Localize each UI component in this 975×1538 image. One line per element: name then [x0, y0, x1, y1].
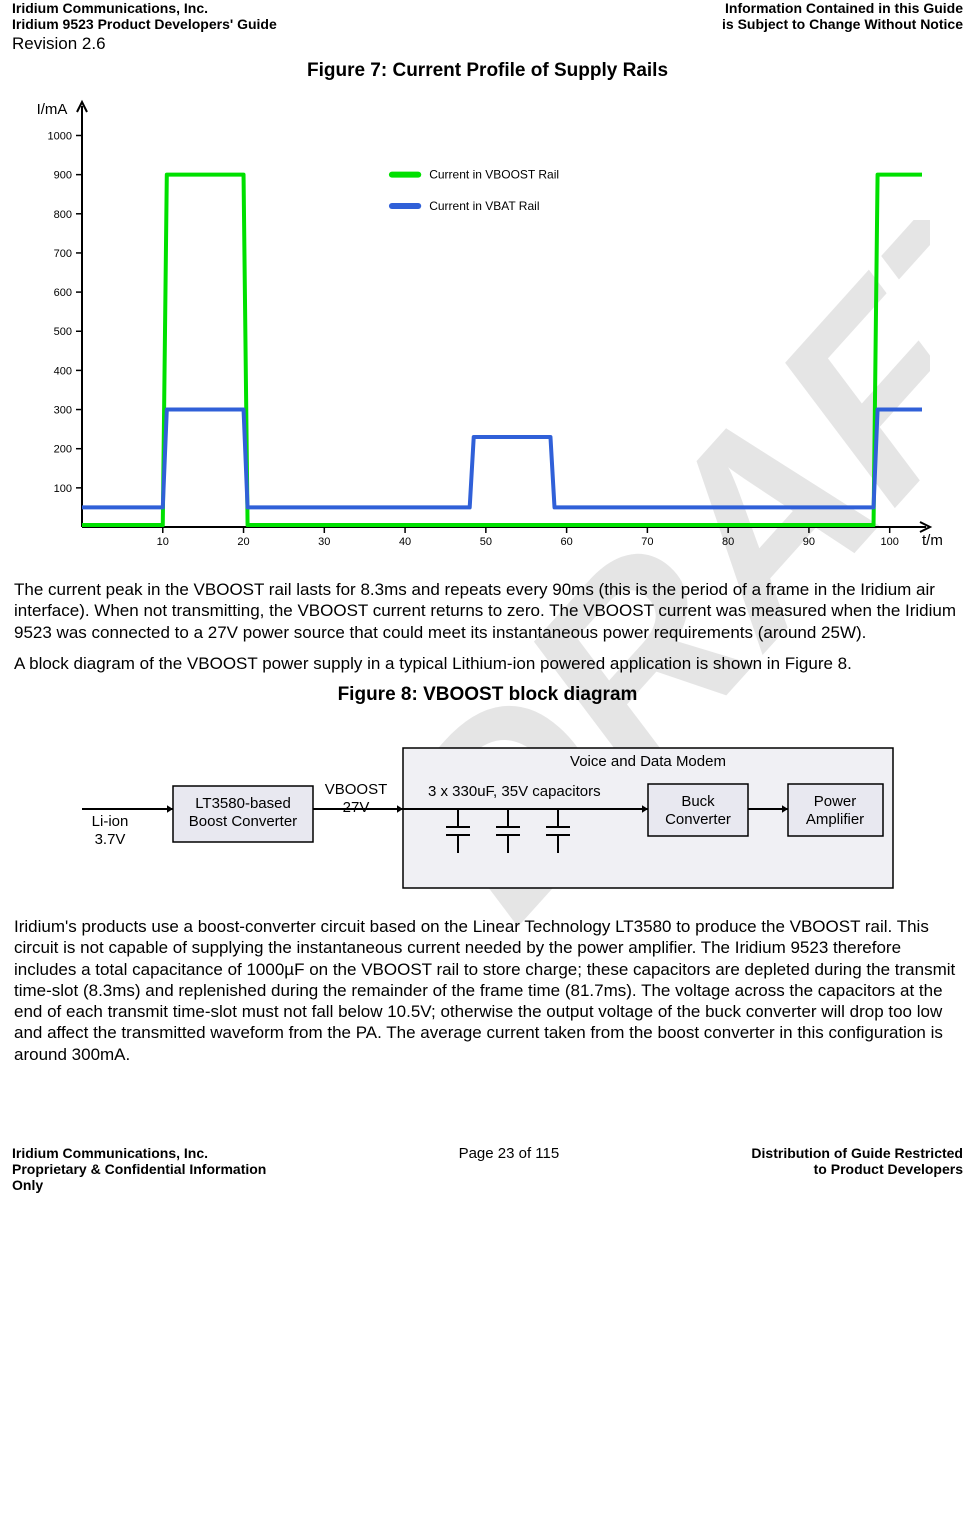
svg-text:Boost Converter: Boost Converter: [188, 813, 296, 830]
paragraph-1: The current peak in the VBOOST rail last…: [14, 579, 961, 643]
footer-dist-1: Distribution of Guide Restricted: [751, 1145, 963, 1161]
svg-text:50: 50: [480, 536, 492, 548]
svg-text:1000: 1000: [48, 130, 72, 142]
svg-text:Current in VBOOST Rail: Current in VBOOST Rail: [429, 168, 559, 182]
paragraph-3: Iridium's products use a boost-converter…: [14, 916, 961, 1065]
header-notice-1: Information Contained in this Guide: [722, 0, 963, 16]
svg-text:100: 100: [54, 483, 72, 495]
svg-text:Li-ion: Li-ion: [91, 813, 128, 830]
svg-text:10: 10: [157, 536, 169, 548]
svg-text:100: 100: [881, 536, 899, 548]
svg-text:40: 40: [399, 536, 411, 548]
figure8-title: Figure 8: VBOOST block diagram: [12, 684, 963, 706]
svg-text:Buck: Buck: [681, 793, 715, 810]
svg-text:VBOOST: VBOOST: [324, 781, 387, 798]
header-guide-title: Iridium 9523 Product Developers' Guide: [12, 16, 277, 32]
svg-text:600: 600: [54, 287, 72, 299]
footer-dist-2: to Product Developers: [751, 1161, 963, 1177]
svg-text:LT3580-based: LT3580-based: [195, 795, 291, 812]
figure7-chart: 100 200 300 400 500 600 700 800 900 1000 10 20 30 40 5…: [12, 92, 963, 565]
svg-text:400: 400: [54, 365, 72, 377]
svg-text:800: 800: [54, 209, 72, 221]
header-notice-2: is Subject to Change Without Notice: [722, 16, 963, 32]
svg-text:700: 700: [54, 248, 72, 260]
paragraph-2: A block diagram of the VBOOST power supp…: [14, 653, 961, 674]
svg-text:70: 70: [641, 536, 653, 548]
footer-page: Page 23 of 115: [459, 1145, 560, 1193]
svg-text:t/ms: t/ms: [922, 532, 942, 549]
svg-text:60: 60: [560, 536, 572, 548]
figure8-diagram: Li-ion3.7V LT3580-basedBoost Converter VBO…: [12, 716, 963, 896]
svg-text:Amplifier: Amplifier: [805, 811, 863, 828]
footer-only: Only: [12, 1177, 266, 1193]
svg-text:500: 500: [54, 326, 72, 338]
svg-text:20: 20: [237, 536, 249, 548]
svg-text:300: 300: [54, 405, 72, 417]
svg-text:I/mA: I/mA: [37, 101, 68, 118]
header-revision: Revision 2.6: [12, 34, 277, 54]
svg-text:80: 80: [722, 536, 734, 548]
footer-confidential: Proprietary & Confidential Information: [12, 1161, 266, 1177]
figure7-title: Figure 7: Current Profile of Supply Rail…: [12, 60, 963, 82]
svg-text:200: 200: [54, 444, 72, 456]
svg-text:3 x 330uF, 35V capacitors: 3 x 330uF, 35V capacitors: [428, 783, 601, 800]
svg-text:Voice and Data Modem: Voice and Data Modem: [570, 753, 726, 770]
svg-text:Converter: Converter: [665, 811, 731, 828]
svg-text:27V: 27V: [342, 799, 369, 816]
svg-text:900: 900: [54, 170, 72, 182]
svg-text:Power: Power: [813, 793, 856, 810]
header-company: Iridium Communications, Inc.: [12, 0, 277, 16]
svg-text:3.7V: 3.7V: [94, 831, 125, 848]
svg-text:30: 30: [318, 536, 330, 548]
footer-company: Iridium Communications, Inc.: [12, 1145, 266, 1161]
svg-text:90: 90: [803, 536, 815, 548]
svg-text:Current in VBAT Rail: Current in VBAT Rail: [429, 199, 539, 213]
